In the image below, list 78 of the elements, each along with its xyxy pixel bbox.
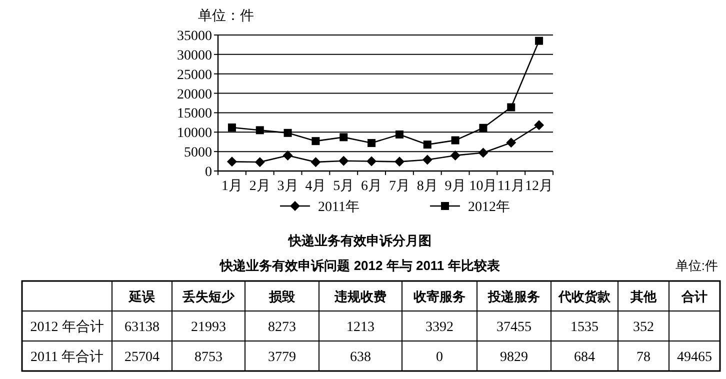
data-label: 0 (436, 350, 443, 365)
y-tick-label: 15000 (177, 106, 212, 122)
y-tick-label: 0 (205, 165, 212, 180)
data-label: 8753 (194, 350, 222, 365)
x-tick-label: 7月 (388, 179, 410, 194)
point (340, 133, 348, 142)
point (478, 148, 488, 158)
y-tick-label: 25000 (177, 68, 212, 83)
y-tick-label: 2011 年合计 (30, 349, 104, 365)
x-tick-label: 其他 (630, 289, 658, 304)
point (535, 36, 544, 45)
point (284, 128, 292, 137)
y-axis-title: 单位：件 (198, 8, 254, 24)
y-tick-label: 30000 (177, 48, 212, 64)
x-tick-label: 8月 (416, 179, 438, 194)
x-tick-label: 5月 (333, 179, 354, 194)
data-label: 3779 (268, 350, 296, 365)
legend-label: 2012年 (468, 199, 510, 215)
point (507, 103, 516, 112)
point (506, 138, 516, 148)
x-tick-label: 3月 (277, 179, 298, 194)
data-label: 9829 (500, 350, 528, 365)
data-label: 21993 (191, 320, 226, 335)
data-label: 25704 (124, 350, 160, 365)
x-tick-label: 4月 (305, 179, 326, 194)
point (450, 150, 460, 160)
point (534, 120, 544, 130)
x-tick-label: 损毁 (268, 289, 296, 304)
point (479, 124, 488, 132)
legend-label: 2011年 (318, 199, 360, 215)
x-tick-label: 丢失短少 (182, 289, 236, 304)
data-label: 1213 (346, 320, 374, 335)
point (395, 130, 404, 138)
data-label: 63138 (124, 320, 160, 335)
x-tick-label: 2月 (249, 179, 270, 194)
data-label: 3392 (426, 320, 454, 335)
point (368, 139, 376, 148)
x-tick-label: 9月 (444, 179, 466, 194)
data-label: 49465 (677, 350, 712, 365)
point (256, 126, 264, 134)
y-tick-label: 2012 年合计 (30, 319, 104, 335)
y-tick-label: 20000 (177, 87, 212, 102)
data-label: 8273 (268, 320, 296, 335)
x-tick-label: 延误 (128, 289, 156, 304)
x-tick-label: 12月 (525, 179, 554, 194)
chart-title: 快递业务有效申诉问题 2012 年与 2011 年比较表 (219, 258, 501, 273)
y-tick-label: 5000 (184, 146, 212, 161)
point (282, 150, 293, 160)
x-tick-label: 投递服务 (487, 289, 540, 304)
data-label: 78 (636, 350, 650, 365)
point (422, 154, 432, 165)
x-tick-label: 收寄服务 (414, 289, 466, 304)
point (423, 140, 432, 149)
data-label: 352 (633, 320, 654, 335)
data-label: 684 (574, 350, 595, 365)
x-tick-label: 11月 (497, 179, 525, 194)
x-tick-label: 合计 (680, 289, 708, 304)
point (451, 136, 460, 144)
x-tick-label: 6月 (361, 179, 382, 194)
y-tick-label: 35000 (177, 29, 212, 44)
point (228, 123, 236, 132)
point (394, 156, 404, 167)
data-label: 1535 (570, 320, 598, 335)
text: 快递业务有效申诉分月图 (288, 233, 432, 248)
x-tick-label: 1月 (221, 179, 242, 194)
text: 单位:件 (675, 258, 718, 273)
point (338, 156, 349, 166)
point (312, 137, 320, 146)
x-tick-label: 代收货款 (558, 289, 612, 304)
point (366, 156, 377, 166)
point (254, 157, 265, 168)
point (226, 156, 237, 167)
data-label: 37455 (496, 320, 532, 335)
point (310, 157, 321, 168)
x-tick-label: 10月 (469, 179, 498, 194)
y-tick-label: 10000 (177, 126, 212, 142)
x-tick-label: 违规收费 (334, 289, 386, 304)
data-label: 638 (350, 350, 371, 365)
